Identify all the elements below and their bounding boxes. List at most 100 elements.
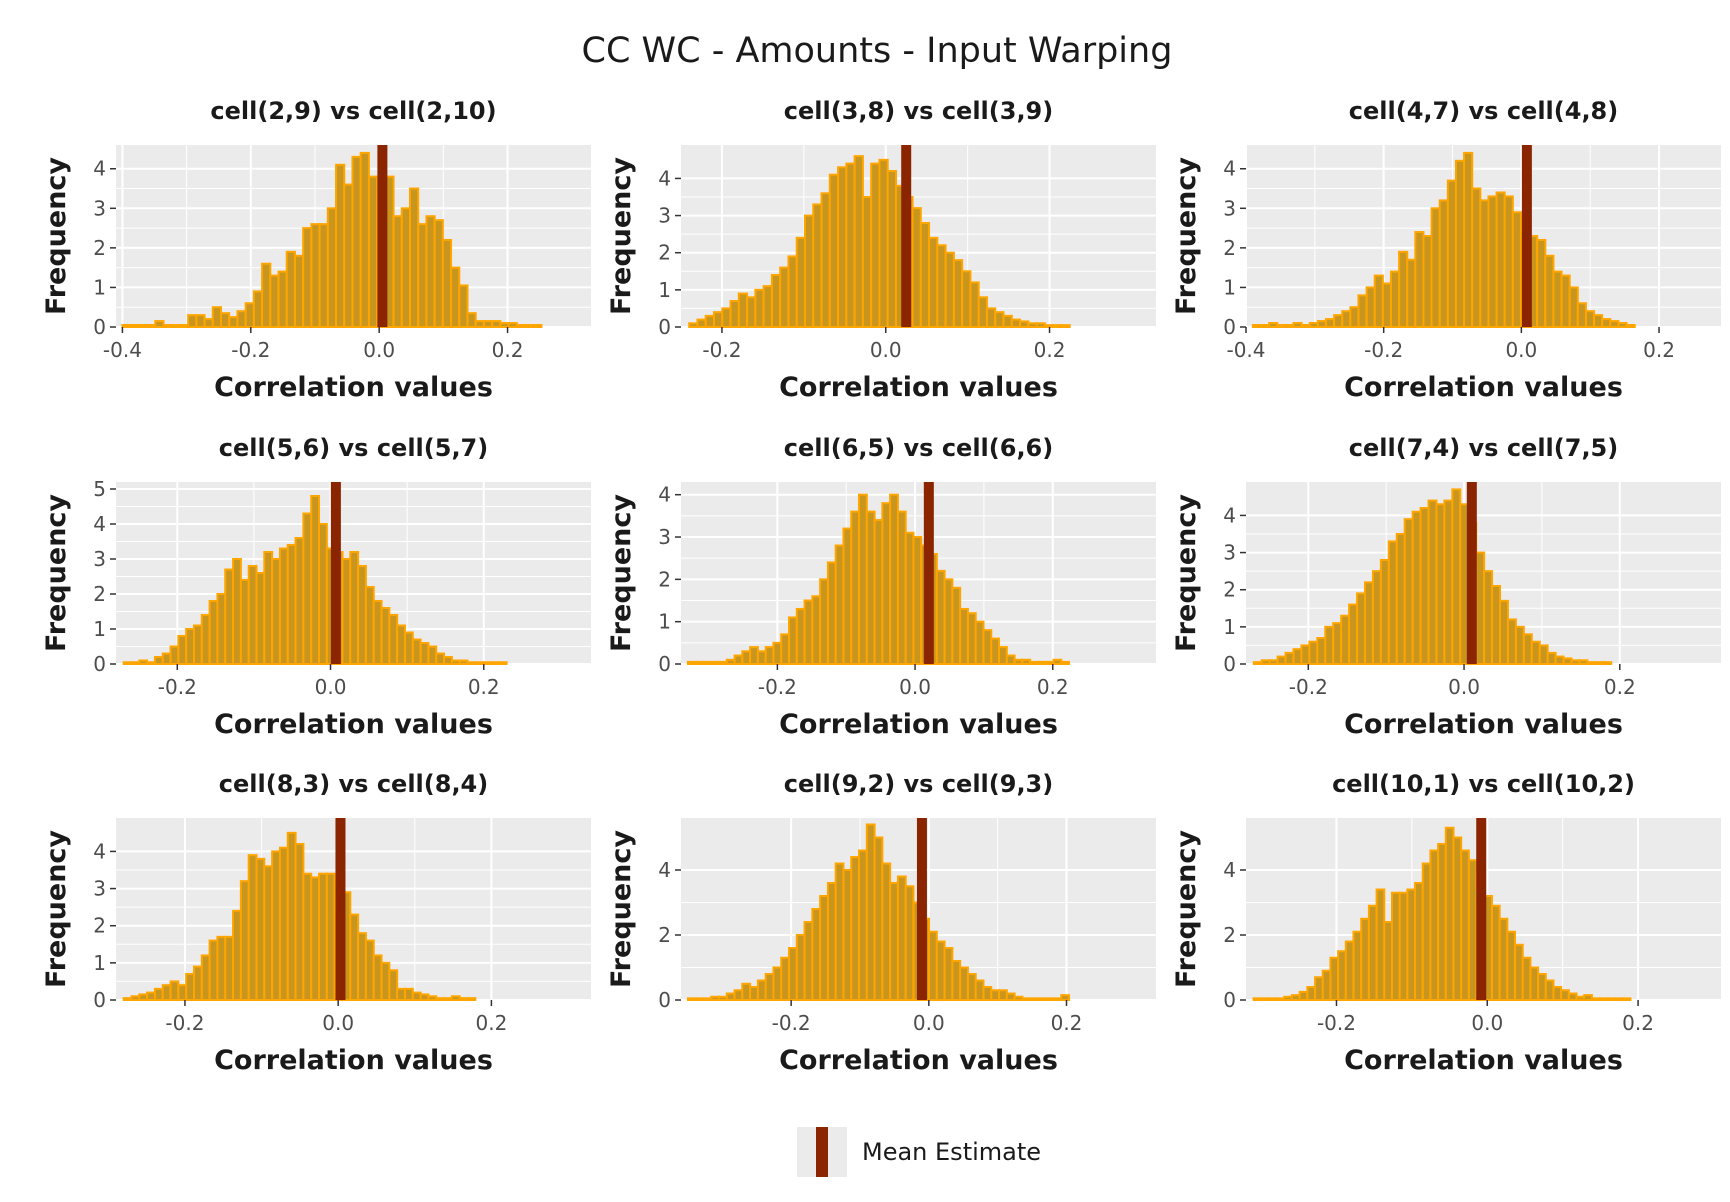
histogram-bar: [419, 642, 430, 665]
main-title: CC WC - Amounts - Input Warping: [582, 31, 1173, 71]
histogram-bar: [1308, 322, 1319, 329]
histogram-bar: [388, 969, 399, 1001]
y-tick-label: 1: [658, 278, 671, 302]
y-tick-label: 0: [1223, 988, 1236, 1012]
histogram-bar: [388, 614, 399, 665]
histogram-bar: [1583, 994, 1593, 1001]
histogram-bar: [326, 207, 338, 329]
panel-title: cell(10,1) vs cell(10,2): [1332, 770, 1635, 798]
y-tick-label: 4: [658, 858, 671, 882]
x-tick-label: -0.2: [758, 675, 797, 699]
panel-title: cell(4,7) vs cell(4,8): [1349, 97, 1618, 125]
histogram-bar: [1495, 191, 1506, 328]
histogram-bar: [285, 250, 296, 328]
histogram-bar: [858, 493, 868, 665]
histogram-bar: [396, 624, 406, 665]
histogram-bar: [1590, 997, 1601, 1001]
x-tick-label: 0.0: [1505, 338, 1537, 362]
histogram-bar: [1052, 324, 1063, 328]
histogram-bar: [928, 236, 939, 329]
histogram-bar: [364, 939, 375, 1001]
histogram-bar: [130, 995, 141, 1001]
y-tick-label: 1: [658, 610, 671, 634]
histogram-bar: [1021, 997, 1032, 1001]
histogram-bar: [861, 196, 873, 328]
x-tick-label: 0.0: [899, 675, 931, 699]
y-tick-label: 0: [93, 652, 106, 676]
histogram-bar: [1324, 625, 1335, 665]
histogram-bar: [507, 322, 518, 329]
histogram-bar: [372, 600, 383, 665]
histogram-bar: [896, 510, 907, 665]
histogram-bar: [1300, 644, 1311, 666]
histogram-bar: [458, 997, 469, 1002]
histogram-bar: [873, 519, 884, 665]
y-tick-label: 2: [658, 567, 671, 591]
histogram-bar: [1398, 250, 1409, 328]
y-tick-label: 3: [658, 525, 671, 549]
histogram-bar: [826, 561, 837, 665]
histogram-bar: [216, 935, 227, 1001]
histogram-bar: [359, 151, 370, 328]
histogram-bar: [1333, 314, 1344, 328]
histogram-bar: [302, 512, 313, 665]
histogram-bar: [1324, 318, 1336, 328]
histogram-bar: [1567, 992, 1578, 1001]
histogram-bar: [1052, 658, 1063, 666]
histogram-bar: [1625, 324, 1636, 328]
histogram-bar: [154, 320, 165, 328]
histogram-bar: [842, 869, 853, 1001]
y-axis-title: Frequency: [1171, 494, 1202, 652]
histogram-bar: [834, 862, 845, 1001]
histogram-bar: [177, 984, 188, 1002]
histogram-bar: [886, 170, 897, 328]
histogram-bar: [1300, 324, 1311, 328]
histogram-panel: -0.2 0.0 0.2 0 2 4 cell(9,2) vs cell(9,3) Corre…: [606, 770, 1156, 1076]
histogram-bar: [702, 997, 713, 1001]
histogram-bar: [153, 656, 164, 665]
histogram-bar: [686, 997, 697, 1001]
histogram-bar: [252, 290, 264, 328]
histogram-bar: [788, 947, 798, 1001]
histogram-panel: -0.2 0.0 0.2 0 1 2 3 4 cell(6,5) vs cell(6,6) Cor…: [606, 434, 1156, 740]
histogram-bar: [919, 222, 931, 328]
histogram-bar: [994, 311, 1005, 328]
histogram-bar: [1575, 995, 1586, 1001]
y-tick-label: 0: [1223, 315, 1236, 339]
x-tick-label: 0.2: [1051, 1011, 1083, 1035]
histogram-bar: [1560, 274, 1571, 328]
histogram-bar: [489, 661, 500, 665]
histogram-bar: [232, 909, 242, 1001]
mean-estimate-line: [377, 145, 388, 327]
y-tick-label: 3: [93, 196, 106, 220]
histogram-bar: [177, 635, 188, 665]
histogram-bar: [294, 537, 305, 665]
histogram-panel: -0.2 0.0 0.2 0 1 2 3 4 5 cell(5,6) vs cell(5,7) Co…: [41, 434, 591, 740]
histogram-bar: [1406, 888, 1417, 1001]
histogram-bar: [1443, 499, 1454, 666]
histogram-bar: [341, 558, 352, 665]
histogram-bar: [239, 579, 250, 665]
y-axis-title: Frequency: [1171, 830, 1202, 988]
histogram-bar: [261, 262, 272, 328]
x-tick-label: 0.2: [1622, 1011, 1654, 1035]
histogram-bar: [1005, 992, 1016, 1001]
histogram-bar: [1576, 302, 1587, 328]
histogram-bar: [318, 523, 328, 665]
histogram-bar: [1490, 904, 1501, 1001]
histogram-bar: [713, 311, 724, 328]
histogram-bar: [286, 544, 297, 665]
histogram-bar: [411, 638, 422, 665]
y-axis-title: Frequency: [606, 830, 637, 988]
mean-estimate-line: [1476, 818, 1487, 1000]
histogram-bar: [129, 324, 140, 328]
histogram-bar: [318, 872, 328, 1002]
histogram-bar: [1613, 997, 1624, 1001]
histogram-bar: [896, 875, 907, 1001]
histogram-bar: [1356, 592, 1366, 666]
histogram-bar: [721, 307, 732, 328]
histogram-bar: [1060, 324, 1071, 328]
x-tick-label: 0.2: [1034, 338, 1066, 362]
histogram-bar: [224, 568, 235, 665]
histogram-bar: [178, 324, 190, 328]
